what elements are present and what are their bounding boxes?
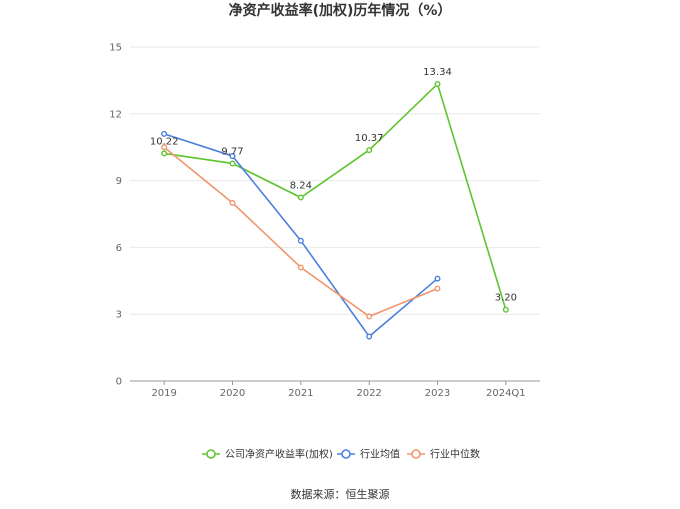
data-point[interactable] [434,285,441,292]
data-label: 9.77 [221,146,243,157]
x-tick-label: 2022 [356,388,381,399]
data-point[interactable] [297,237,304,244]
data-point[interactable] [229,160,236,167]
legend-item-2[interactable]: 行业中位数 [407,448,480,461]
x-tick-label: 2023 [425,388,450,399]
y-tick-label: 12 [109,109,122,120]
x-axis: 2019 2020 2021 2022 2023 2024Q1 [130,380,540,399]
data-point[interactable] [229,199,236,206]
data-point[interactable] [161,150,168,157]
grid-lines [130,46,540,315]
legend-marker [341,449,351,459]
legend-item-1[interactable]: 行业均值 [337,448,400,461]
data-point[interactable] [366,147,373,154]
y-tick-label: 0 [116,377,122,388]
data-label: 10.22 [150,136,179,147]
legend-label: 行业中位数 [430,448,480,461]
data-label: 13.34 [423,67,452,78]
data-point[interactable] [366,313,373,320]
data-point[interactable] [297,194,304,201]
series-group [161,80,509,340]
series-line-0 [164,82,507,310]
y-tick-label: 15 [109,43,122,54]
source-note: 数据来源：恒生聚源 [291,487,390,501]
data-point[interactable] [161,130,168,137]
data-point[interactable] [366,333,373,340]
y-axis: 0 3 6 9 12 15 [109,43,122,388]
legend[interactable]: 公司净资产收益率(加权) 行业均值 行业中位数 [202,448,480,461]
y-tick-label: 6 [116,243,122,254]
data-label: 10.37 [355,133,384,144]
data-point[interactable] [161,144,168,151]
legend-marker [206,449,216,459]
data-label: 8.24 [290,181,312,192]
y-tick-label: 9 [116,176,122,187]
data-point[interactable] [434,275,441,282]
legend-marker [411,449,421,459]
chart-title: 净资产收益率(加权)历年情况（%） [229,2,452,19]
x-tick-label: 2020 [220,388,245,399]
data-point[interactable] [434,80,441,87]
data-labels: 10.22 9.77 8.24 10.37 13.34 3.20 [150,67,517,304]
x-tick-label: 2024Q1 [486,388,526,399]
x-tick-label: 2019 [151,388,176,399]
data-label: 3.20 [495,293,517,304]
y-tick-label: 3 [116,310,122,321]
series-line-2 [163,146,438,318]
data-point[interactable] [297,264,304,271]
legend-label: 公司净资产收益率(加权) [225,448,333,461]
legend-label: 行业均值 [360,448,400,461]
legend-item-0[interactable]: 公司净资产收益率(加权) [202,448,333,461]
data-point[interactable] [502,306,509,313]
data-point[interactable] [229,153,236,160]
x-tick-label: 2021 [288,388,313,399]
